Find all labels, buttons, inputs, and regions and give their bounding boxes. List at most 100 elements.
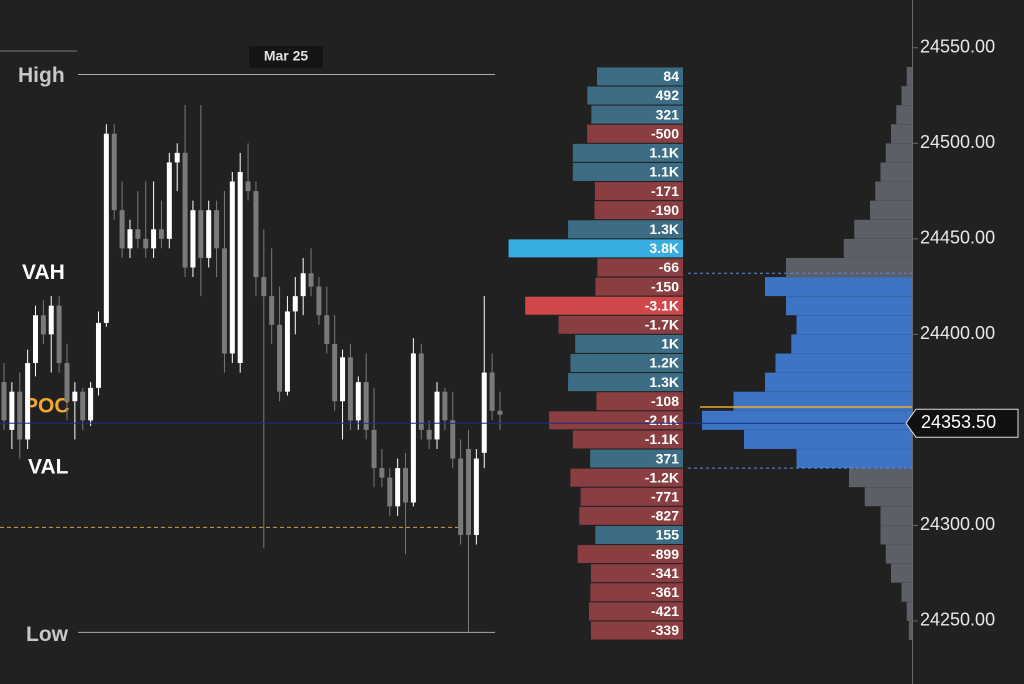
profile-bar	[875, 181, 912, 201]
delta-bar	[590, 449, 683, 468]
delta-label: -3.1K	[645, 297, 679, 313]
profile-bar	[880, 162, 912, 182]
profile-bar	[843, 238, 912, 258]
delta-label: -171	[651, 183, 679, 199]
candle-body	[347, 357, 353, 421]
candle-body	[450, 420, 456, 459]
candle-body	[119, 210, 125, 249]
profile-bar	[791, 334, 912, 354]
candle-body	[88, 387, 94, 421]
level-label: POC	[24, 395, 70, 418]
candle-body	[245, 181, 251, 192]
delta-bar	[568, 373, 683, 392]
candle-body	[190, 210, 196, 268]
delta-label: 1K	[661, 336, 679, 352]
candle-body	[379, 468, 385, 478]
candle-body	[40, 315, 46, 335]
profile-bar	[901, 582, 912, 602]
candle-body	[410, 353, 416, 503]
delta-bar	[570, 354, 683, 373]
level-label: High	[18, 64, 65, 87]
profile-bar	[896, 105, 912, 125]
candle-body	[221, 248, 227, 354]
date-label-box	[249, 46, 323, 68]
profile-bar	[765, 277, 912, 297]
delta-label: -150	[651, 278, 679, 294]
delta-bar	[570, 468, 683, 487]
delta-label: -771	[651, 488, 679, 504]
date-label: Mar 25	[264, 48, 309, 64]
delta-label: 321	[656, 106, 680, 122]
delta-label: 492	[656, 87, 680, 103]
delta-bar	[587, 86, 683, 105]
delta-bar	[508, 239, 683, 258]
candle-body	[25, 363, 31, 440]
candle-body	[253, 191, 259, 278]
delta-bar	[587, 124, 683, 143]
candle-body	[371, 429, 377, 469]
y-tick-label: 24450.00	[920, 228, 995, 248]
delta-label: 1.1K	[649, 145, 679, 161]
candle-body	[229, 181, 235, 354]
candle-body	[80, 391, 86, 421]
profile-bar	[906, 66, 912, 86]
candle-body	[355, 382, 361, 421]
candle-body	[308, 273, 314, 287]
candle-body	[300, 273, 306, 297]
delta-bar	[588, 602, 683, 621]
level-label: VAH	[22, 261, 65, 284]
profile-bar	[864, 487, 912, 507]
delta-label: -108	[651, 393, 679, 409]
current-price-label: 24353.50	[921, 412, 996, 432]
candle-body	[32, 315, 38, 364]
candle-body	[72, 391, 78, 402]
delta-bar	[568, 220, 683, 239]
candle-body	[151, 229, 157, 249]
profile-bar	[870, 200, 912, 220]
delta-label: -339	[651, 622, 679, 638]
delta-label: 155	[656, 527, 680, 543]
delta-label: -2.1K	[645, 412, 679, 428]
delta-label: 1.3K	[649, 374, 679, 390]
level-label: VAL	[28, 456, 69, 479]
delta-label: -421	[651, 603, 679, 619]
candle-body	[269, 296, 275, 325]
delta-bar	[597, 258, 683, 277]
delta-bar	[596, 392, 683, 411]
delta-label: -500	[651, 125, 679, 141]
candle-body	[182, 152, 188, 268]
candle-body	[277, 324, 283, 392]
candle-body	[489, 372, 495, 411]
delta-bar	[572, 143, 683, 162]
delta-bar	[572, 430, 683, 449]
candle-body	[214, 210, 220, 249]
y-tick-label: 24550.00	[920, 37, 995, 57]
delta-label: -899	[651, 546, 679, 562]
candle-body	[127, 229, 133, 249]
profile-bar	[765, 372, 912, 392]
profile-bar	[885, 544, 912, 564]
delta-bar	[580, 487, 683, 506]
candle-body	[316, 286, 322, 316]
profile-bar	[796, 449, 912, 469]
delta-label: 84	[663, 68, 679, 84]
candle-body	[340, 357, 346, 402]
current-price-box	[905, 408, 1019, 438]
candle-body	[481, 372, 487, 453]
candle-body	[111, 133, 117, 211]
delta-label: 1.3K	[649, 221, 679, 237]
candle-body	[135, 229, 141, 239]
candle-body	[1, 382, 7, 421]
profile-bar	[744, 429, 912, 449]
delta-bar	[575, 334, 683, 353]
candle-body	[466, 448, 472, 535]
candle-body	[395, 468, 401, 507]
profile-bar	[908, 621, 912, 641]
candle-body	[292, 296, 298, 312]
delta-bar	[597, 67, 683, 86]
candle-body	[324, 315, 330, 344]
profile-bar	[891, 124, 912, 144]
delta-label: -341	[651, 565, 679, 581]
delta-label: -190	[651, 202, 679, 218]
candle-body	[174, 152, 180, 163]
